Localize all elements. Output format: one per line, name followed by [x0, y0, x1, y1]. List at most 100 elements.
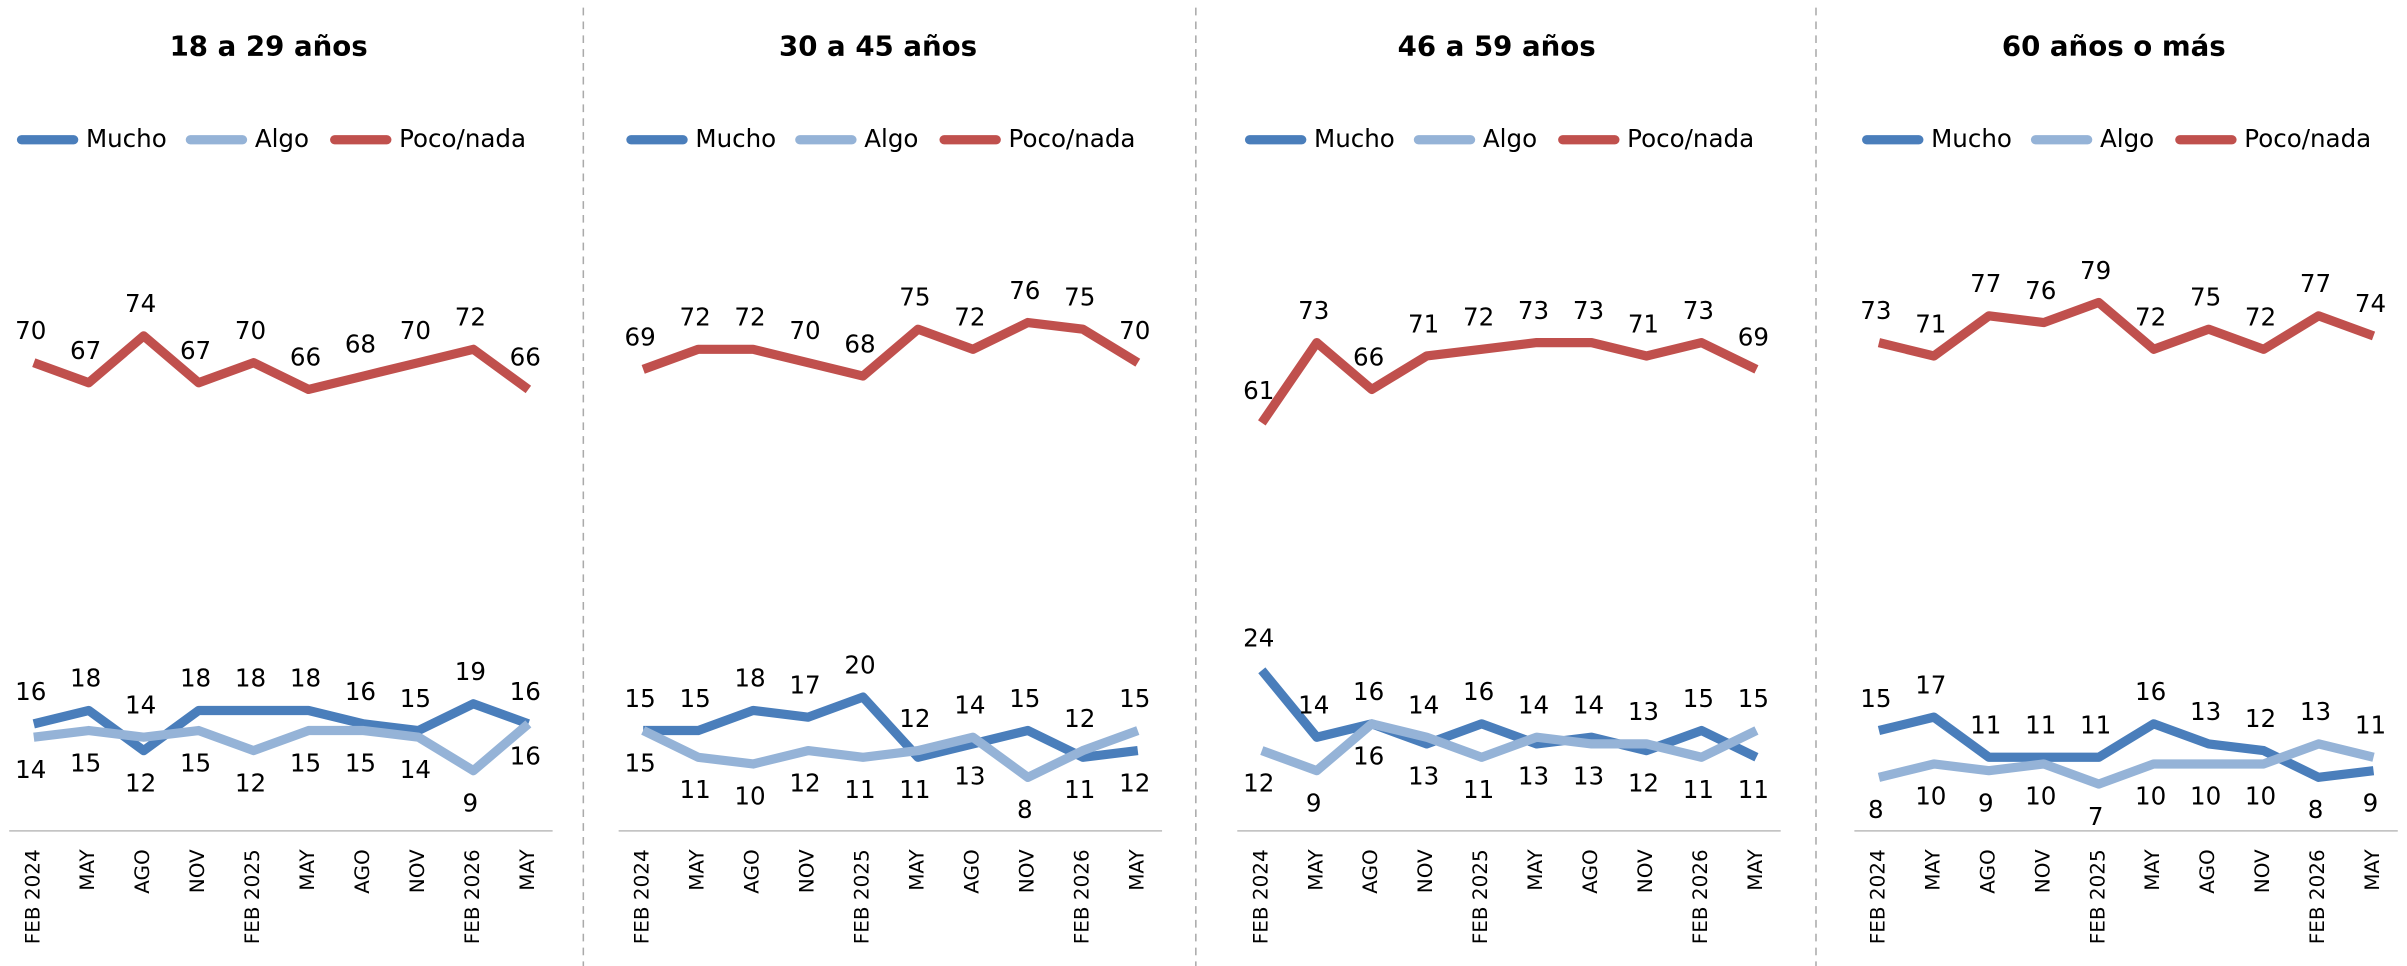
data-label: 12	[235, 768, 266, 797]
data-label: 10	[1915, 782, 1946, 811]
legend-label: Algo	[864, 124, 918, 153]
x-tick-label: AGO	[959, 849, 983, 893]
data-label: 61	[1243, 376, 1274, 405]
data-label: 12	[1243, 768, 1274, 797]
data-label: 12	[899, 704, 930, 733]
data-label: 70	[1119, 316, 1150, 345]
x-tick-label: FEB 2024	[1248, 849, 1272, 944]
data-label: 67	[180, 336, 211, 365]
data-label: 69	[1738, 323, 1769, 352]
data-label: 14	[954, 690, 985, 719]
x-tick-label: NOV	[2030, 849, 2054, 893]
series-line	[1877, 739, 2375, 789]
x-tick-label: FEB 2025	[240, 849, 264, 944]
data-label: 17	[1915, 670, 1946, 699]
x-tick-label: FEB 2025	[1468, 849, 1492, 944]
data-label: 69	[625, 323, 656, 352]
data-label: 18	[235, 664, 266, 693]
data-label: 79	[2080, 256, 2111, 285]
data-label: 72	[455, 303, 486, 332]
data-label: 12	[125, 768, 156, 797]
data-label: 17	[789, 670, 820, 699]
data-label: 15	[1738, 684, 1769, 713]
data-label: 76	[1009, 276, 1040, 305]
data-label: 9	[463, 788, 479, 817]
x-tick-label: FEB 2024	[1865, 849, 1889, 944]
x-tick-label: FEB 2025	[850, 849, 874, 944]
x-tick-label: NOV	[795, 849, 819, 893]
data-label: 15	[290, 748, 321, 777]
x-tick-label: NOV	[1014, 849, 1038, 893]
data-label: 13	[1628, 697, 1659, 726]
legend-label: Poco/nada	[2244, 124, 2371, 153]
legend-label: Algo	[255, 124, 309, 153]
data-label: 15	[345, 748, 376, 777]
x-tick-label: FEB 2024	[630, 849, 654, 944]
legend-label: Algo	[1483, 124, 1537, 153]
data-label: 16	[15, 677, 46, 706]
x-tick-label: FEB 2026	[2305, 849, 2329, 944]
data-label: 8	[2308, 795, 2324, 824]
x-tick-label: MAY	[75, 848, 99, 890]
data-label: 15	[679, 684, 710, 713]
data-label: 18	[70, 664, 101, 693]
data-label: 71	[1915, 309, 1946, 338]
series-line	[1258, 338, 1759, 426]
data-label: 15	[1009, 684, 1040, 713]
data-label: 73	[1860, 296, 1891, 325]
data-label: 68	[844, 329, 875, 358]
data-label: 73	[1298, 296, 1329, 325]
data-label: 77	[1970, 269, 2001, 298]
data-label: 76	[2025, 276, 2056, 305]
x-tick-label: MAY	[515, 848, 539, 890]
x-tick-label: NOV	[405, 849, 429, 893]
data-label: 77	[2300, 269, 2331, 298]
data-label: 72	[679, 303, 710, 332]
data-label: 74	[125, 289, 156, 318]
data-label: 8	[1868, 795, 1884, 824]
data-label: 14	[125, 690, 156, 719]
series-line	[641, 317, 1141, 381]
data-label: 70	[789, 316, 820, 345]
data-label: 13	[1408, 762, 1439, 791]
data-label: 70	[15, 316, 46, 345]
data-label: 14	[1298, 690, 1329, 719]
legend-label: Mucho	[695, 124, 776, 153]
chart-title: 46 a 59 años	[1398, 30, 1596, 63]
chart-title: 18 a 29 años	[170, 30, 368, 63]
x-tick-label: MAY	[1920, 848, 1944, 890]
series-line	[32, 331, 532, 395]
data-label: 18	[290, 664, 321, 693]
data-label: 74	[2355, 289, 2386, 318]
x-tick-label: AGO	[350, 849, 374, 893]
data-label: 13	[2190, 697, 2221, 726]
data-label: 15	[400, 684, 431, 713]
data-label: 12	[2245, 704, 2276, 733]
data-label: 73	[1518, 296, 1549, 325]
data-label: 11	[2080, 711, 2111, 740]
legend-label: Poco/nada	[399, 124, 526, 153]
data-label: 15	[1683, 684, 1714, 713]
data-label: 11	[1463, 775, 1494, 804]
chart-title: 60 años o más	[2002, 30, 2226, 63]
data-label: 16	[1463, 677, 1494, 706]
data-label: 72	[2245, 303, 2276, 332]
x-tick-label: AGO	[740, 849, 764, 893]
data-label: 19	[455, 657, 486, 686]
legend-label: Mucho	[1314, 124, 1395, 153]
x-tick-label: MAY	[2140, 848, 2164, 890]
legend-label: Poco/nada	[1009, 124, 1136, 153]
legend-label: Algo	[2100, 124, 2154, 153]
data-label: 68	[345, 329, 376, 358]
x-tick-label: MAY	[1124, 848, 1148, 890]
x-tick-label: AGO	[2195, 849, 2219, 893]
x-tick-label: AGO	[130, 849, 154, 893]
data-label: 11	[899, 775, 930, 804]
data-label: 10	[2245, 782, 2276, 811]
data-label: 75	[899, 283, 930, 312]
data-label: 72	[2135, 303, 2166, 332]
data-label: 10	[2025, 782, 2056, 811]
data-label: 9	[1978, 788, 1994, 817]
data-label: 72	[1463, 303, 1494, 332]
